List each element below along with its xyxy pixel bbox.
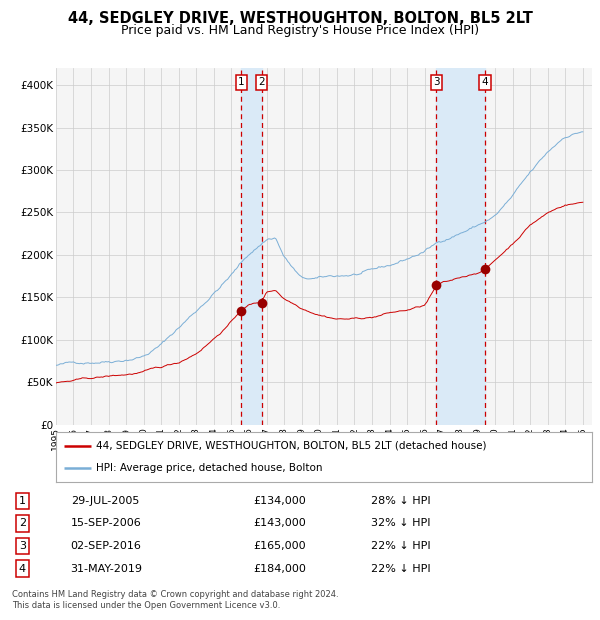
Text: 44, SEDGLEY DRIVE, WESTHOUGHTON, BOLTON, BL5 2LT (detached house): 44, SEDGLEY DRIVE, WESTHOUGHTON, BOLTON,… bbox=[96, 441, 487, 451]
Bar bbox=[436, 68, 485, 425]
Text: 28% ↓ HPI: 28% ↓ HPI bbox=[371, 496, 430, 506]
Text: 44, SEDGLEY DRIVE, WESTHOUGHTON, BOLTON, BL5 2LT: 44, SEDGLEY DRIVE, WESTHOUGHTON, BOLTON,… bbox=[68, 11, 532, 26]
Text: 15-SEP-2006: 15-SEP-2006 bbox=[71, 518, 142, 528]
Text: 2: 2 bbox=[19, 518, 26, 528]
Text: 22% ↓ HPI: 22% ↓ HPI bbox=[371, 541, 430, 551]
Text: 4: 4 bbox=[19, 564, 26, 574]
Text: £184,000: £184,000 bbox=[253, 564, 306, 574]
Text: HPI: Average price, detached house, Bolton: HPI: Average price, detached house, Bolt… bbox=[96, 463, 322, 473]
Text: 2: 2 bbox=[258, 77, 265, 87]
Text: This data is licensed under the Open Government Licence v3.0.: This data is licensed under the Open Gov… bbox=[12, 601, 280, 611]
Text: 31-MAY-2019: 31-MAY-2019 bbox=[71, 564, 143, 574]
Text: Contains HM Land Registry data © Crown copyright and database right 2024.: Contains HM Land Registry data © Crown c… bbox=[12, 590, 338, 600]
Text: 1: 1 bbox=[238, 77, 245, 87]
Bar bbox=[241, 68, 262, 425]
Text: 4: 4 bbox=[481, 77, 488, 87]
Text: £165,000: £165,000 bbox=[253, 541, 305, 551]
Text: 1: 1 bbox=[19, 496, 26, 506]
Text: 32% ↓ HPI: 32% ↓ HPI bbox=[371, 518, 430, 528]
Text: 22% ↓ HPI: 22% ↓ HPI bbox=[371, 564, 430, 574]
Text: 02-SEP-2016: 02-SEP-2016 bbox=[71, 541, 142, 551]
Text: 3: 3 bbox=[19, 541, 26, 551]
Text: Price paid vs. HM Land Registry's House Price Index (HPI): Price paid vs. HM Land Registry's House … bbox=[121, 24, 479, 37]
Text: £134,000: £134,000 bbox=[253, 496, 306, 506]
Text: £143,000: £143,000 bbox=[253, 518, 306, 528]
Text: 3: 3 bbox=[433, 77, 440, 87]
Text: 29-JUL-2005: 29-JUL-2005 bbox=[71, 496, 139, 506]
